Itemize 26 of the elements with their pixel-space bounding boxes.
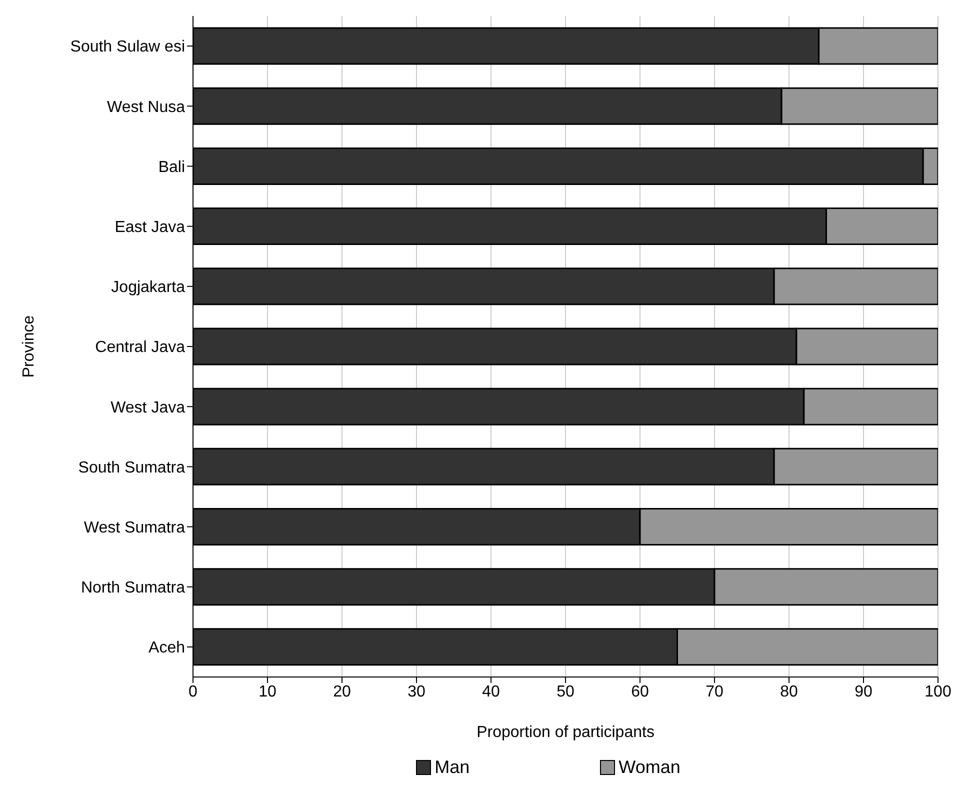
y-tick-label: East Java <box>114 219 186 236</box>
y-axis-title: Province <box>20 315 38 378</box>
x-tick-label: 0 <box>188 683 198 700</box>
x-tick-label: 80 <box>780 683 798 700</box>
x-tick-label: 30 <box>408 683 426 700</box>
y-tick-label: South Sumatra <box>78 459 186 476</box>
y-tick-label: West Java <box>110 399 186 416</box>
y-tick-label: Aceh <box>148 640 185 657</box>
x-tick-label: 70 <box>706 683 724 700</box>
legend-label: Man <box>434 757 470 778</box>
x-tick-label: 100 <box>924 683 952 700</box>
y-tick-label: Jogjakarta <box>111 279 186 296</box>
x-tick-label: 60 <box>631 683 649 700</box>
y-tick-label: Central Java <box>95 339 186 356</box>
y-tick-label: West Sumatra <box>84 519 186 536</box>
x-axis-title: Proportion of participants <box>476 724 654 741</box>
legend-label: Woman <box>618 757 680 778</box>
x-tick-label: 90 <box>854 683 872 700</box>
x-tick-label: 40 <box>482 683 500 700</box>
x-tick-label: 10 <box>258 683 276 700</box>
y-tick-label: North Sumatra <box>80 580 186 597</box>
y-tick-label: Bali <box>158 158 185 176</box>
y-tick-label: South Sulaw esi <box>70 38 185 56</box>
x-tick-label: 50 <box>556 683 574 700</box>
y-tick-label: West Nusa <box>107 98 186 116</box>
x-tick-label: 20 <box>333 683 351 700</box>
